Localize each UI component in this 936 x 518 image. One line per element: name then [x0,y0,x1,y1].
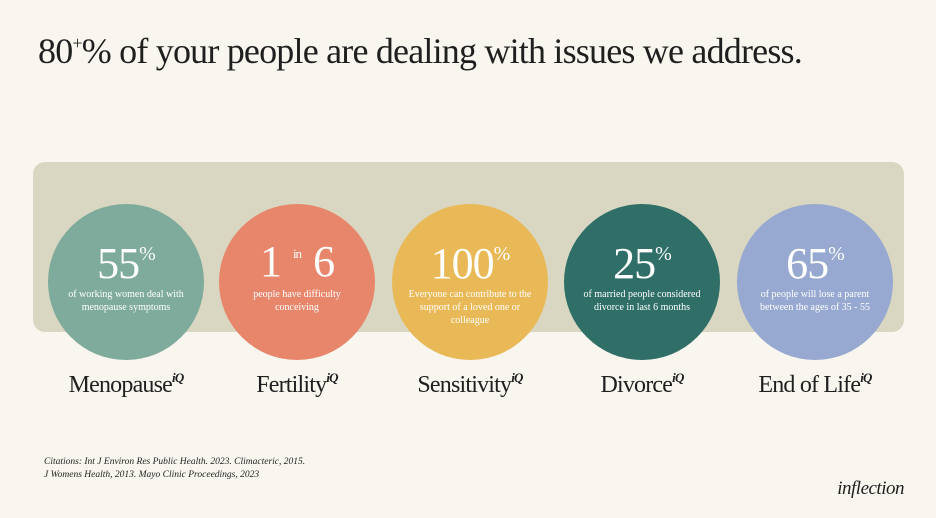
stat-description: of married people considered divorce in … [583,289,701,313]
stat-value: 55 [97,239,140,288]
title-number: 80 [38,31,73,71]
label-text: End of Life [758,372,861,398]
stat-description: of people will lose a parent between the… [760,289,870,313]
stat: 55% [48,232,204,286]
stat-description: Everyone can contribute to the support o… [408,289,532,326]
stat-description: of working women deal with menopause sym… [68,289,184,313]
label-sup: iQ [860,370,872,385]
stat-value: 65 [786,239,829,288]
stat-value-end: 6 [313,237,335,286]
stat-value: 25 [613,239,656,288]
title-rest: % of your people are dealing with issues… [81,31,803,71]
label-text: Divorce [600,372,673,398]
stat-circle: 100% Everyone can contribute to the suppo… [392,204,548,360]
stat: 65% [737,232,893,286]
stat-connector: in [292,246,302,261]
stat-circle: 55% of working women deal with menopause … [48,204,204,360]
product-label: FertilityiQ [197,370,397,399]
product-label: DivorceiQ [542,370,742,399]
label-sup: iQ [172,370,184,385]
stat: 25% [564,232,720,286]
stat-description: people have difficulty conceiving [253,289,341,313]
label-sup: iQ [672,370,684,385]
title: 80+% of your people are dealing with iss… [38,30,803,72]
stat: 1 in 6 [219,232,375,284]
label-text: Sensitivity [417,372,512,398]
product-label: End of LifeiQ [715,370,915,399]
citation: Citations: Int J Environ Res Public Heal… [44,457,306,480]
product-label: MenopauseiQ [26,370,226,399]
stat: 100% [392,232,548,286]
stat-circle: 25% of married people considered divorce … [564,204,720,360]
logo: inflection [837,478,904,499]
stat-circle: 1 in 6 people have difficulty conceiving [219,204,375,360]
label-text: Menopause [68,372,173,398]
stat-sup: % [139,243,156,265]
label-sup: iQ [511,370,523,385]
stat-sup: % [655,243,672,265]
product-label: SensitivityiQ [370,370,570,399]
label-text: Fertility [256,372,327,398]
label-sup: iQ [326,370,338,385]
stat-sup: % [828,243,845,265]
stat-sup: % [493,243,511,265]
stat-value: 100 [430,239,495,288]
stat-value: 1 [259,237,282,286]
title-sup: + [72,33,82,53]
stat-circle: 65% of people will lose a parent between … [737,204,893,360]
